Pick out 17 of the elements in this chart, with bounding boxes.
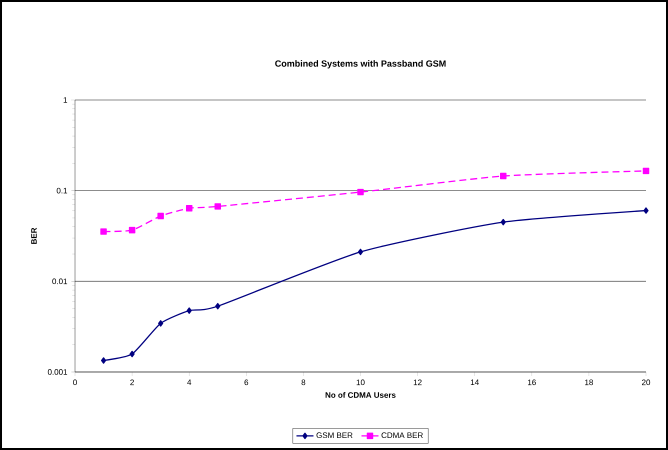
point (158, 320, 164, 327)
point (357, 188, 364, 196)
point (500, 218, 506, 226)
point (186, 204, 192, 212)
point (500, 172, 506, 180)
point (214, 203, 221, 210)
point (130, 350, 135, 358)
point (643, 207, 649, 214)
point (128, 226, 136, 234)
point (358, 248, 364, 256)
point (186, 307, 192, 314)
point (157, 212, 164, 220)
point (100, 357, 106, 364)
point (215, 302, 220, 310)
chart-title: Combined Systems with Passband GSM (275, 60, 446, 68)
point (100, 228, 107, 235)
point (642, 168, 650, 174)
